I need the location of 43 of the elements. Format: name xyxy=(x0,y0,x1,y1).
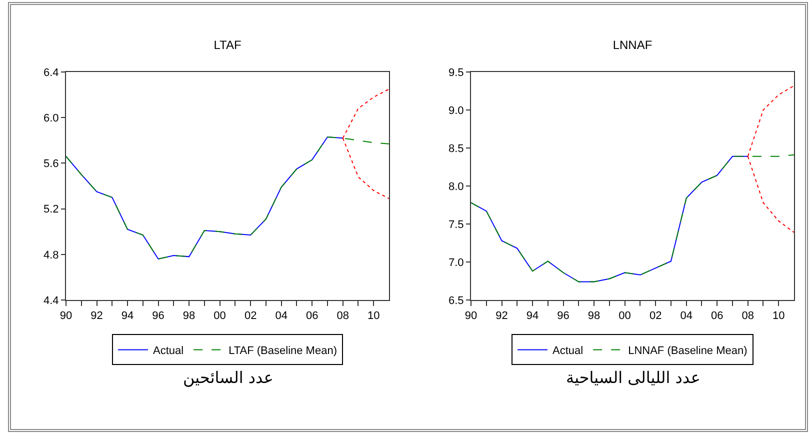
x-tick-label: 06 xyxy=(306,310,318,322)
x-tick-label: 10 xyxy=(367,310,380,322)
x-tick-label: 94 xyxy=(121,310,134,322)
x-tick-label: 08 xyxy=(742,310,754,322)
y-tick-label: 6.4 xyxy=(44,66,59,79)
y-tick-label: 4.8 xyxy=(44,249,59,262)
text: عدد السائحين xyxy=(183,368,274,387)
y-tick-label: 5.6 xyxy=(44,158,59,170)
x-tick-label: 00 xyxy=(214,310,226,322)
y-tick-label: 8.0 xyxy=(448,180,464,193)
y-tick-label: 6.0 xyxy=(44,112,59,124)
x-tick-label: 92 xyxy=(90,310,103,322)
y-tick-label: 8.5 xyxy=(448,142,464,155)
x-tick-label: 02 xyxy=(244,310,257,322)
x-tick-label: 96 xyxy=(557,310,570,322)
x-tick-label: 10 xyxy=(772,310,785,322)
y-tick-label: 7.5 xyxy=(448,218,464,231)
legend-label: Actual xyxy=(153,344,184,357)
y-tick-label: 9.0 xyxy=(448,104,464,117)
text: عدد الليالى السياحية xyxy=(566,368,700,387)
y-tick-label: 4.4 xyxy=(44,294,59,307)
x-tick-label: 04 xyxy=(275,310,288,322)
x-tick-label: 94 xyxy=(526,310,539,322)
x-tick-label: 98 xyxy=(182,310,196,322)
y-tick-label: 9.5 xyxy=(448,66,464,79)
x-tick-label: 08 xyxy=(336,310,349,322)
x-tick-label: 02 xyxy=(649,310,662,322)
x-tick-label: 96 xyxy=(152,310,164,322)
y-tick-label: 7.0 xyxy=(448,256,464,269)
y-tick-label: 6.5 xyxy=(448,294,464,307)
legend-label: LTAF (Baseline Mean) xyxy=(228,344,337,357)
x-tick-label: 06 xyxy=(710,310,724,322)
y-tick-label: 5.2 xyxy=(44,204,59,216)
x-tick-label: 98 xyxy=(588,310,600,322)
x-tick-label: 04 xyxy=(680,310,692,322)
chart-title: LNNAF xyxy=(612,38,652,52)
x-tick-label: 00 xyxy=(618,310,631,322)
x-tick-label: 90 xyxy=(464,310,478,322)
legend-label: Actual xyxy=(552,344,584,357)
chart-title: LTAF xyxy=(214,38,242,52)
x-tick-label: 90 xyxy=(60,310,72,322)
x-tick-label: 92 xyxy=(496,310,508,322)
legend-label: LNNAF (Baseline Mean) xyxy=(628,344,748,357)
